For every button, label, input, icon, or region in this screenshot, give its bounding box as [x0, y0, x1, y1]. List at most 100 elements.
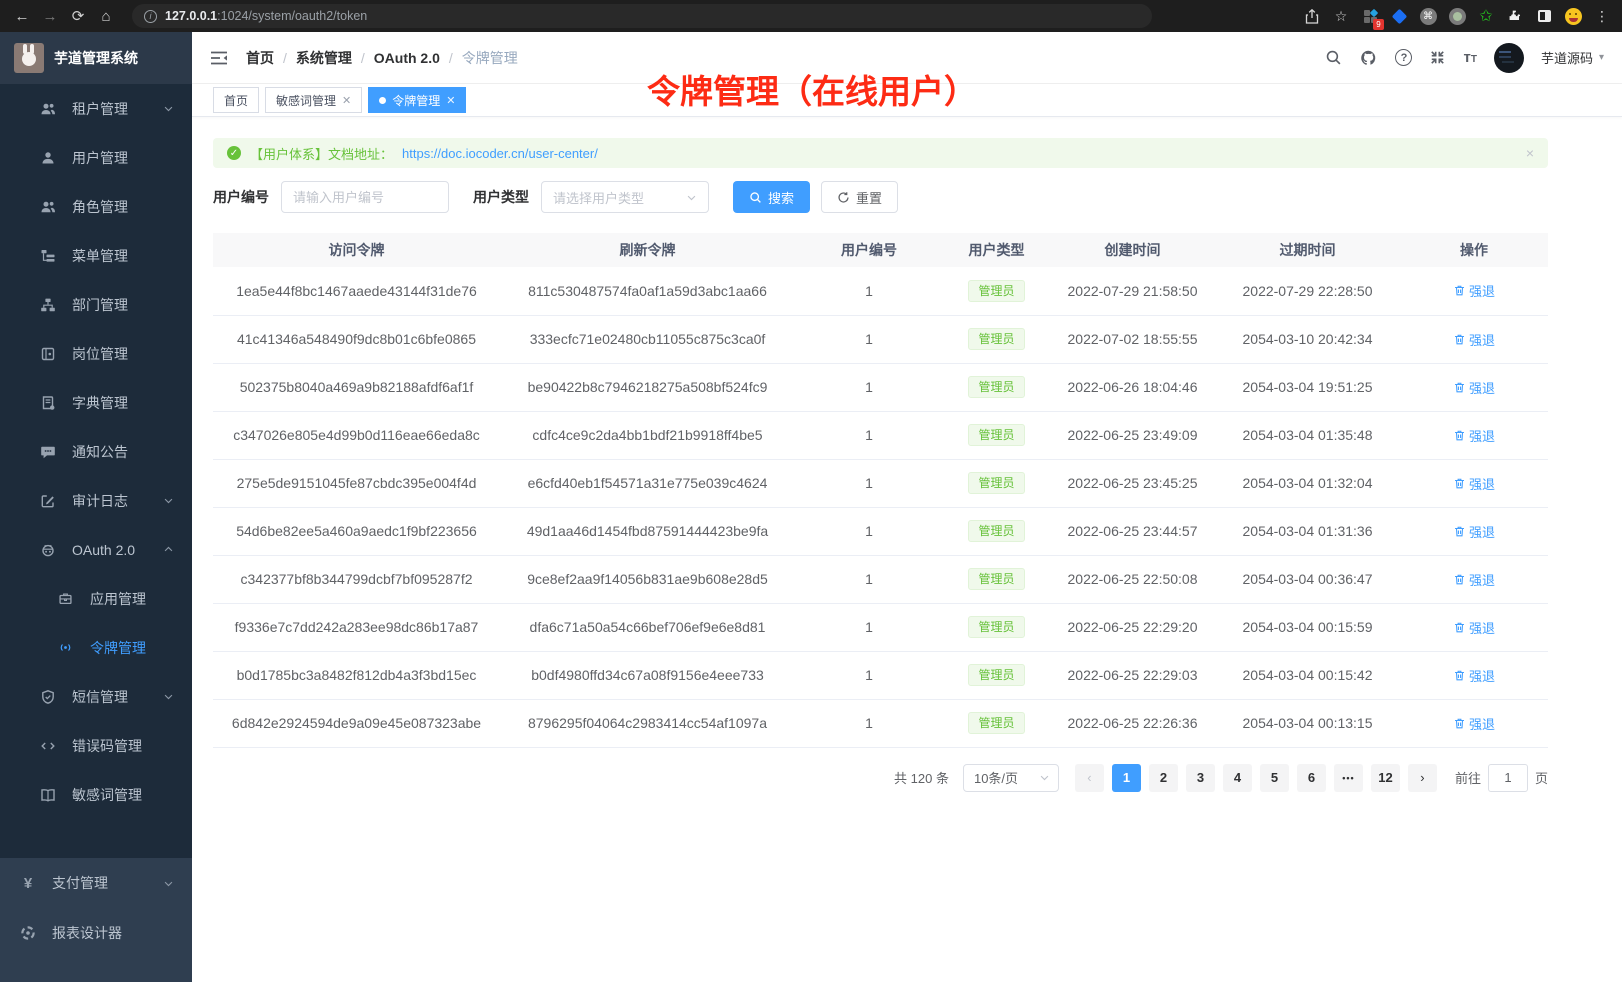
sidebar-item-oauth2-token[interactable]: 令牌管理	[0, 623, 192, 672]
emoji-extension-icon[interactable]	[1563, 6, 1583, 26]
sidebar-item-role[interactable]: 角色管理	[0, 182, 192, 231]
sidebar-item-sms[interactable]: 短信管理	[0, 672, 192, 721]
force-logout-button[interactable]: 强退	[1453, 426, 1495, 445]
record-extension-icon[interactable]	[1447, 6, 1467, 26]
tab-home[interactable]: 首页	[213, 87, 260, 113]
user-type-badge: 管理员	[968, 279, 1025, 302]
force-logout-button[interactable]: 强退	[1453, 281, 1495, 300]
force-logout-button[interactable]: 强退	[1453, 378, 1495, 397]
breadcrumb-home[interactable]: 首页	[246, 49, 274, 66]
page-button-6[interactable]: 6	[1296, 763, 1326, 792]
force-logout-button[interactable]: 强退	[1453, 570, 1495, 589]
page-button-1[interactable]: 1	[1111, 763, 1141, 792]
sidebar-item-tenant[interactable]: 租户管理	[0, 84, 192, 133]
extension-grid-icon[interactable]: 9	[1360, 6, 1384, 30]
sidebar-item-audit-log[interactable]: 审计日志	[0, 476, 192, 525]
close-icon[interactable]: ✕	[342, 94, 352, 107]
trash-icon	[1455, 526, 1464, 536]
bookmark-star-icon[interactable]: ☆	[1334, 7, 1348, 24]
force-logout-button[interactable]: 强退	[1453, 666, 1495, 685]
app-title: 芋道管理系统	[54, 50, 138, 66]
star-extension-icon[interactable]: ✩	[1479, 8, 1493, 25]
user-type-badge: 管理员	[968, 376, 1025, 398]
tab-token[interactable]: 令牌管理 ✕	[368, 87, 467, 113]
breadcrumb-oauth2[interactable]: OAuth 2.0	[373, 49, 440, 66]
tab-sensitive-word[interactable]: 敏感词管理 ✕	[265, 87, 363, 113]
browser-back-button[interactable]: ←	[14, 7, 30, 25]
user-menu[interactable]: 芋道源码 ▾	[1540, 51, 1604, 66]
edit-note-icon	[40, 493, 56, 509]
page-button-5[interactable]: 5	[1259, 763, 1289, 792]
sidebar-item-pay[interactable]: ¥ 支付管理	[0, 858, 192, 908]
browser-home-button[interactable]: ⌂	[101, 7, 111, 25]
user-type-badge: 管理员	[968, 616, 1025, 638]
prev-page-button[interactable]: ‹	[1074, 763, 1104, 792]
sidebar-item-dict[interactable]: 字典管理	[0, 378, 192, 427]
puzzle-extension-icon[interactable]	[1505, 6, 1525, 26]
actions-cell: 强退	[1400, 459, 1548, 508]
sidebar-item-menu[interactable]: 菜单管理	[0, 231, 192, 280]
reset-button[interactable]: 重置	[821, 181, 899, 213]
next-page-button[interactable]: ›	[1407, 763, 1437, 792]
share-icon[interactable]	[1302, 6, 1322, 26]
sidebar-item-oauth2-app[interactable]: 应用管理	[0, 574, 192, 623]
browser-menu-icon[interactable]: ⋮	[1595, 7, 1609, 24]
page-button-2[interactable]: 2	[1148, 763, 1178, 792]
force-logout-button[interactable]: 强退	[1453, 330, 1495, 349]
force-logout-button[interactable]: 强退	[1453, 618, 1495, 637]
expires-cell: 2054-03-04 19:51:25	[1215, 363, 1400, 412]
goto-page-input[interactable]	[1487, 763, 1528, 792]
user-type-select[interactable]: 请选择用户类型	[541, 181, 709, 213]
doc-alert: ✓ 【用户体系】文档地址： https://doc.iocoder.cn/use…	[213, 138, 1548, 168]
search-button[interactable]: 搜索	[733, 181, 811, 213]
avatar[interactable]	[1493, 42, 1524, 73]
app-logo[interactable]: 芋道管理系统	[0, 32, 192, 84]
force-logout-button[interactable]: 强退	[1453, 714, 1495, 733]
page-size-select[interactable]: 10条/页	[962, 763, 1059, 792]
page-button-4[interactable]: 4	[1222, 763, 1252, 792]
collapse-menu-icon[interactable]	[210, 50, 228, 66]
force-logout-button[interactable]: 强退	[1453, 474, 1495, 493]
search-icon[interactable]	[1325, 49, 1342, 66]
fullscreen-icon[interactable]	[1429, 49, 1446, 66]
force-logout-button[interactable]: 强退	[1453, 522, 1495, 541]
sidebar-item-notice[interactable]: 通知公告	[0, 427, 192, 476]
font-size-icon[interactable]: ᴛT	[1463, 49, 1477, 66]
page-ellipsis[interactable]: •••	[1333, 763, 1363, 792]
site-info-icon[interactable]: i	[144, 9, 157, 23]
sidebar-item-errcode[interactable]: 错误码管理	[0, 721, 192, 770]
breadcrumb-system[interactable]: 系统管理	[295, 49, 352, 66]
roles-icon	[40, 199, 56, 215]
doc-link[interactable]: https://doc.iocoder.cn/user-center/	[402, 145, 598, 161]
user-id-input[interactable]	[281, 181, 449, 213]
sidebar-item-dept[interactable]: 部门管理	[0, 280, 192, 329]
user-type-cell: 管理员	[943, 699, 1050, 748]
sidebar-item-sensitive-word[interactable]: 敏感词管理	[0, 770, 192, 819]
actions-cell: 强退	[1400, 315, 1548, 364]
access-token-cell: c342377bf8b344799dcbf7bf095287f2	[213, 555, 500, 604]
github-icon[interactable]	[1359, 49, 1378, 67]
gem-extension-icon[interactable]	[1389, 6, 1409, 26]
sidebar-item-post[interactable]: 岗位管理	[0, 329, 192, 378]
sidebar-toggle-icon[interactable]	[1534, 6, 1554, 26]
browser-reload-button[interactable]: ⟳	[71, 8, 85, 25]
sidebar-item-report-designer[interactable]: 报表设计器	[0, 908, 192, 958]
col-access-token: 访问令牌	[213, 233, 500, 267]
sidebar-item-oauth2[interactable]: OAuth 2.0	[0, 525, 192, 574]
page-button-3[interactable]: 3	[1185, 763, 1215, 792]
command-extension-icon[interactable]: ⌘	[1418, 6, 1438, 26]
breadcrumb: 首页 / 系统管理 / OAuth 2.0 / 令牌管理	[246, 49, 518, 66]
address-bar[interactable]: i 127.0.0.1:1024/system/oauth2/token	[132, 4, 1152, 28]
close-icon[interactable]: ✕	[446, 94, 456, 107]
tenants-icon	[40, 101, 56, 117]
alert-close-icon[interactable]: ×	[1525, 145, 1534, 161]
browser-forward-button[interactable]: →	[42, 7, 58, 25]
url-text: 127.0.0.1:1024/system/oauth2/token	[165, 9, 368, 23]
page-button-12[interactable]: 12	[1370, 763, 1400, 792]
help-icon[interactable]: ?	[1395, 49, 1413, 66]
user-id-cell: 1	[795, 315, 943, 364]
actions-cell: 强退	[1400, 267, 1548, 316]
total-count: 共 120 条	[894, 771, 949, 786]
refresh-token-cell: 333ecfc71e02480cb11055c875c3ca0f	[500, 315, 795, 364]
sidebar-item-user[interactable]: 用户管理	[0, 133, 192, 182]
